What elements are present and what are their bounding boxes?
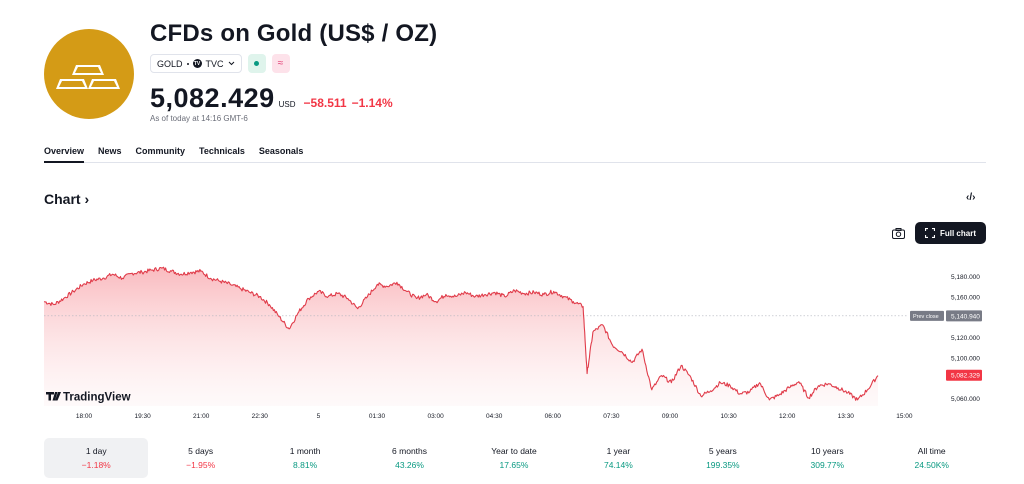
period-5-years[interactable]: 5 years 199.35% — [671, 438, 775, 478]
watermark-text: TradingView — [63, 392, 131, 404]
fullscreen-icon — [924, 228, 935, 238]
symbol-chip[interactable]: GOLD TV TVC — [150, 54, 242, 73]
period-change: 43.26% — [395, 460, 424, 470]
period-5-days[interactable]: 5 days −1.95% — [148, 438, 252, 478]
period-change: 74.14% — [603, 460, 633, 470]
price-chart[interactable]: 5,180.000 5,160.000 5,120.000 5,100.000 5,06… — [0, 250, 1024, 430]
chevron-right-icon: › — [84, 191, 90, 207]
x-tick-label: 10:30 — [720, 413, 737, 420]
status-dot — [254, 61, 260, 66]
x-tick-label: 03:00 — [427, 413, 444, 420]
chart-heading-label: Chart — [44, 191, 81, 207]
tab-technicals[interactable]: Technicals — [199, 146, 245, 156]
x-tick-label: 01:30 — [369, 413, 386, 420]
exchange-label: TVC — [205, 58, 224, 69]
price-line — [43, 266, 879, 401]
last-price-tag: 5,082.329 — [951, 373, 980, 380]
tab-seasonals[interactable]: Seasonals — [258, 146, 304, 156]
currency-label: USD — [278, 100, 296, 109]
price-area-fill — [44, 267, 878, 406]
symbol-chips: GOLD TV TVC ≈ — [150, 54, 290, 73]
last-price-tag-bg — [946, 369, 982, 381]
period-label: 1 month — [289, 446, 321, 456]
price-change-percent: −1.14% — [351, 96, 393, 110]
x-tick-label: 18:00 — [76, 413, 93, 420]
last-price: 5,082.429 — [150, 83, 275, 113]
tab-bar: Overview News Community Technicals Seaso… — [44, 146, 986, 163]
prev-close-label: Prev close — [913, 314, 939, 320]
separator-dot — [186, 62, 189, 65]
period-change: 24.50K% — [914, 460, 949, 470]
prev-close-tag: Prev close 5,140.940 — [910, 310, 982, 322]
y-tick-label: 5,060.000 — [951, 396, 980, 403]
period-10-years[interactable]: 10 years 309.77% — [775, 438, 879, 478]
period-label: 6 months — [392, 446, 428, 456]
gold-bars-icon — [44, 29, 134, 119]
period-change: 199.35% — [706, 460, 740, 470]
x-tick-label: 04:30 — [486, 413, 503, 420]
period-change: 309.77% — [810, 460, 845, 470]
period-label: 5 years — [708, 446, 737, 456]
period-1-day[interactable]: 1 day −1.18% — [44, 438, 149, 478]
x-tick-label: 19:30 — [134, 413, 151, 420]
x-tick-label: 09:00 — [662, 413, 679, 420]
tab-community[interactable]: Community — [135, 146, 186, 156]
camera-button[interactable] — [886, 222, 910, 244]
period-1-year[interactable]: 1 year 74.14% — [566, 438, 670, 478]
period-label: 1 day — [85, 446, 107, 456]
y-tick-label: 5,100.000 — [951, 355, 980, 362]
period-6-months[interactable]: 6 months 43.26% — [357, 438, 461, 478]
embed-code-icon[interactable]: ‹/› — [966, 192, 976, 203]
full-chart-label: Full chart — [939, 228, 976, 238]
tab-overview[interactable]: Overview — [44, 146, 85, 163]
period-change: −1.95% — [186, 460, 216, 470]
x-tick-label: 5 — [317, 413, 321, 420]
tradingview-watermark: TradingView — [46, 392, 131, 404]
camera-icon — [891, 227, 905, 239]
market-open-dot-icon[interactable] — [247, 54, 266, 73]
x-tick-label: 15:00 — [896, 413, 913, 420]
tab-news[interactable]: News — [98, 146, 122, 156]
x-tick-label: 07:30 — [603, 413, 620, 420]
period-label: 10 years — [810, 446, 844, 456]
period-change: −1.18% — [81, 460, 111, 470]
chevron-down-icon — [228, 61, 234, 66]
period-year-to-date[interactable]: Year to date 17.65% — [462, 438, 566, 478]
x-tick-label: 12:00 — [779, 413, 796, 420]
period-all-time[interactable]: All time 24.50K% — [880, 438, 984, 478]
period-change: 17.65% — [499, 460, 529, 470]
price-row: 5,082.429 USD −58.511 −1.14% — [150, 83, 393, 114]
full-chart-button[interactable]: Full chart — [915, 222, 986, 244]
exchange-logo-icon: TV — [192, 59, 202, 68]
compare-icon[interactable]: ≈ — [271, 54, 290, 73]
symbol-label: GOLD — [157, 58, 183, 69]
y-tick-label: 5,180.000 — [951, 274, 980, 281]
period-label: 1 year — [606, 446, 631, 456]
prev-close-value-bg — [946, 310, 982, 322]
period-label: All time — [917, 446, 946, 456]
x-tick-label: 06:00 — [545, 413, 562, 420]
x-tick-label: 22:30 — [252, 413, 269, 420]
y-tick-label: 5,120.000 — [951, 335, 980, 342]
x-tick-label: 21:00 — [193, 413, 210, 420]
period-label: 5 days — [188, 446, 214, 456]
prev-close-value: 5,140.940 — [951, 313, 980, 320]
period-label: Year to date — [491, 446, 537, 456]
period-selector: 1 day −1.18% 5 days −1.95% 1 month 8.81% 6 mon… — [44, 438, 984, 478]
price-change: −58.511 — [303, 96, 347, 110]
y-tick-label: 5,160.000 — [951, 295, 980, 302]
x-tick-label: 13:30 — [838, 413, 855, 420]
period-1-month[interactable]: 1 month 8.81% — [253, 438, 357, 478]
page-title: CFDs on Gold (US$ / OZ) — [150, 20, 438, 47]
chart-heading-link[interactable]: Chart › — [44, 191, 89, 207]
as-of-timestamp: As of today at 14:16 GMT-6 — [150, 114, 248, 123]
period-change: 8.81% — [293, 460, 318, 470]
prev-close-label-bg — [910, 310, 944, 321]
